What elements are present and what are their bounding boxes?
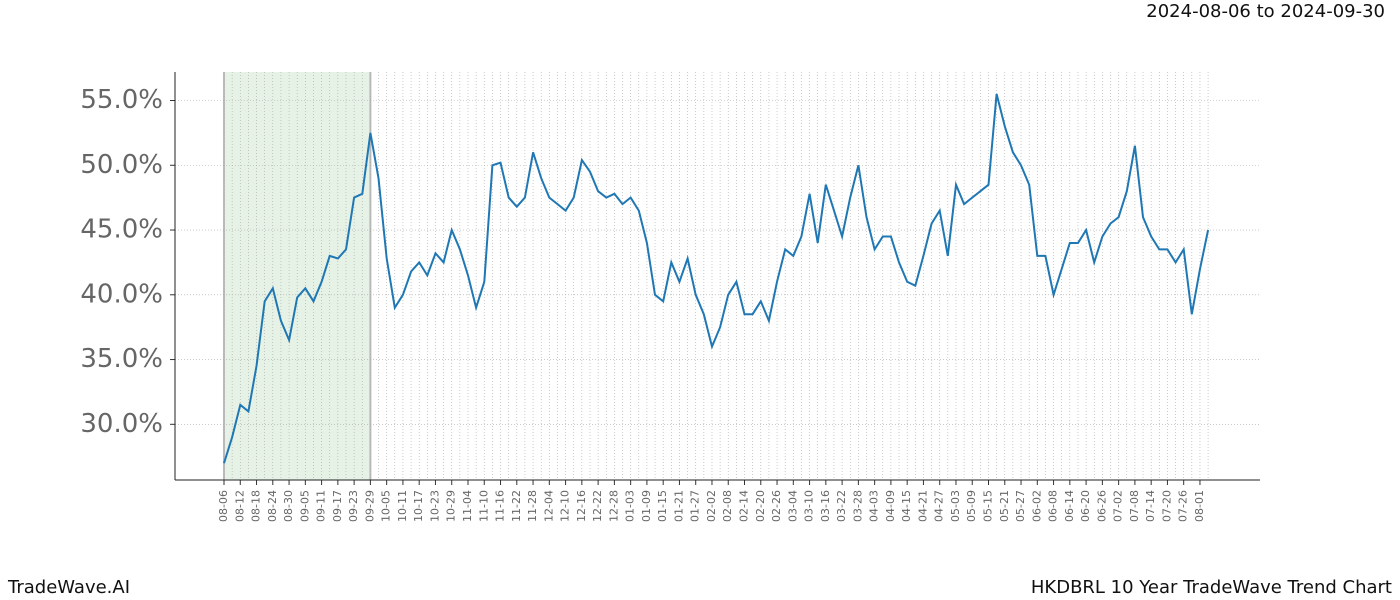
x-tick-label: 07-02 <box>1112 490 1125 522</box>
y-tick-label: 50.0% <box>80 150 163 180</box>
x-tick-label: 05-21 <box>998 490 1011 522</box>
x-tick-label: 05-15 <box>982 490 995 522</box>
line-series <box>223 93 1210 464</box>
x-tick-label: 01-21 <box>672 490 685 522</box>
x-tick-label: 03-28 <box>851 490 864 522</box>
x-tick-label: 07-08 <box>1128 490 1141 522</box>
x-tick-label: 01-09 <box>640 490 653 522</box>
x-tick-label: 02-08 <box>721 490 734 522</box>
x-tick-label: 06-14 <box>1063 490 1076 522</box>
x-tick-label: 12-28 <box>607 490 620 522</box>
x-tick-label: 09-23 <box>347 490 360 522</box>
x-tick-label: 04-21 <box>916 490 929 522</box>
x-tick-label: 06-26 <box>1095 490 1108 522</box>
x-tick-label: 03-16 <box>819 490 832 522</box>
x-tick-label: 12-16 <box>575 490 588 522</box>
x-tick-label: 04-27 <box>933 490 946 522</box>
x-tick-label: 10-11 <box>396 490 409 522</box>
x-tick-label: 10-29 <box>445 490 458 522</box>
x-tick-label: 08-24 <box>266 490 279 522</box>
x-tick-label: 01-15 <box>656 490 669 522</box>
x-tick-label: 07-20 <box>1160 490 1173 522</box>
x-tick-label: 07-14 <box>1144 490 1157 522</box>
x-tick-label: 04-09 <box>884 490 897 522</box>
x-tick-label: 04-03 <box>868 490 881 522</box>
x-tick-label: 12-10 <box>559 490 572 522</box>
x-tick-label: 10-17 <box>412 490 425 522</box>
x-tick-label: 09-29 <box>363 490 376 522</box>
x-tick-label: 10-05 <box>380 490 393 522</box>
x-tick-label: 06-02 <box>1030 490 1043 522</box>
footer-title: HKDBRL 10 Year TradeWave Trend Chart <box>1031 577 1392 598</box>
x-tick-label: 08-06 <box>217 490 230 522</box>
x-tick-label: 06-20 <box>1079 490 1092 522</box>
x-tick-label: 06-08 <box>1047 490 1060 522</box>
x-tick-label: 08-01 <box>1193 490 1206 522</box>
x-tick-label: 04-15 <box>900 490 913 522</box>
y-tick-label: 45.0% <box>80 215 163 245</box>
x-tick-label: 10-23 <box>428 490 441 522</box>
x-tick-label: 03-22 <box>835 490 848 522</box>
x-tick-label: 08-12 <box>233 490 246 522</box>
y-tick-label: 55.0% <box>80 85 163 115</box>
x-tick-label: 02-20 <box>754 490 767 522</box>
x-tick-label: 01-03 <box>624 490 637 522</box>
x-tick-label: 05-27 <box>1014 490 1027 522</box>
y-tick-label: 35.0% <box>80 344 163 374</box>
x-tick-label: 07-26 <box>1177 490 1190 522</box>
x-tick-label: 12-22 <box>591 490 604 522</box>
x-tick-label: 05-03 <box>949 490 962 522</box>
x-tick-label: 02-26 <box>770 490 783 522</box>
x-tick-label: 11-28 <box>526 490 539 522</box>
x-tick-label: 01-27 <box>689 490 702 522</box>
y-tick-label: 30.0% <box>80 409 163 439</box>
x-tick-label: 11-04 <box>461 490 474 522</box>
x-tick-label: 09-17 <box>331 490 344 522</box>
brand: TradeWave.AI <box>7 577 130 598</box>
x-tick-label: 05-09 <box>965 490 978 522</box>
x-tick-label: 08-30 <box>282 490 295 522</box>
x-tick-label: 11-16 <box>494 490 507 522</box>
x-tick-label: 09-11 <box>315 490 328 522</box>
x-tick-label: 12-04 <box>542 490 555 522</box>
date-range: 2024-08-06 to 2024-09-30 <box>1146 1 1385 22</box>
x-tick-label: 11-10 <box>477 490 490 522</box>
x-tick-label: 02-02 <box>705 490 718 522</box>
x-tick-label: 09-05 <box>298 490 311 522</box>
y-tick-label: 40.0% <box>80 279 163 309</box>
x-tick-label: 08-18 <box>250 490 263 522</box>
x-tick-label: 03-10 <box>803 490 816 522</box>
x-tick-label: 02-14 <box>738 490 751 522</box>
x-tick-label: 11-22 <box>510 490 523 522</box>
x-tick-label: 03-04 <box>786 490 799 522</box>
